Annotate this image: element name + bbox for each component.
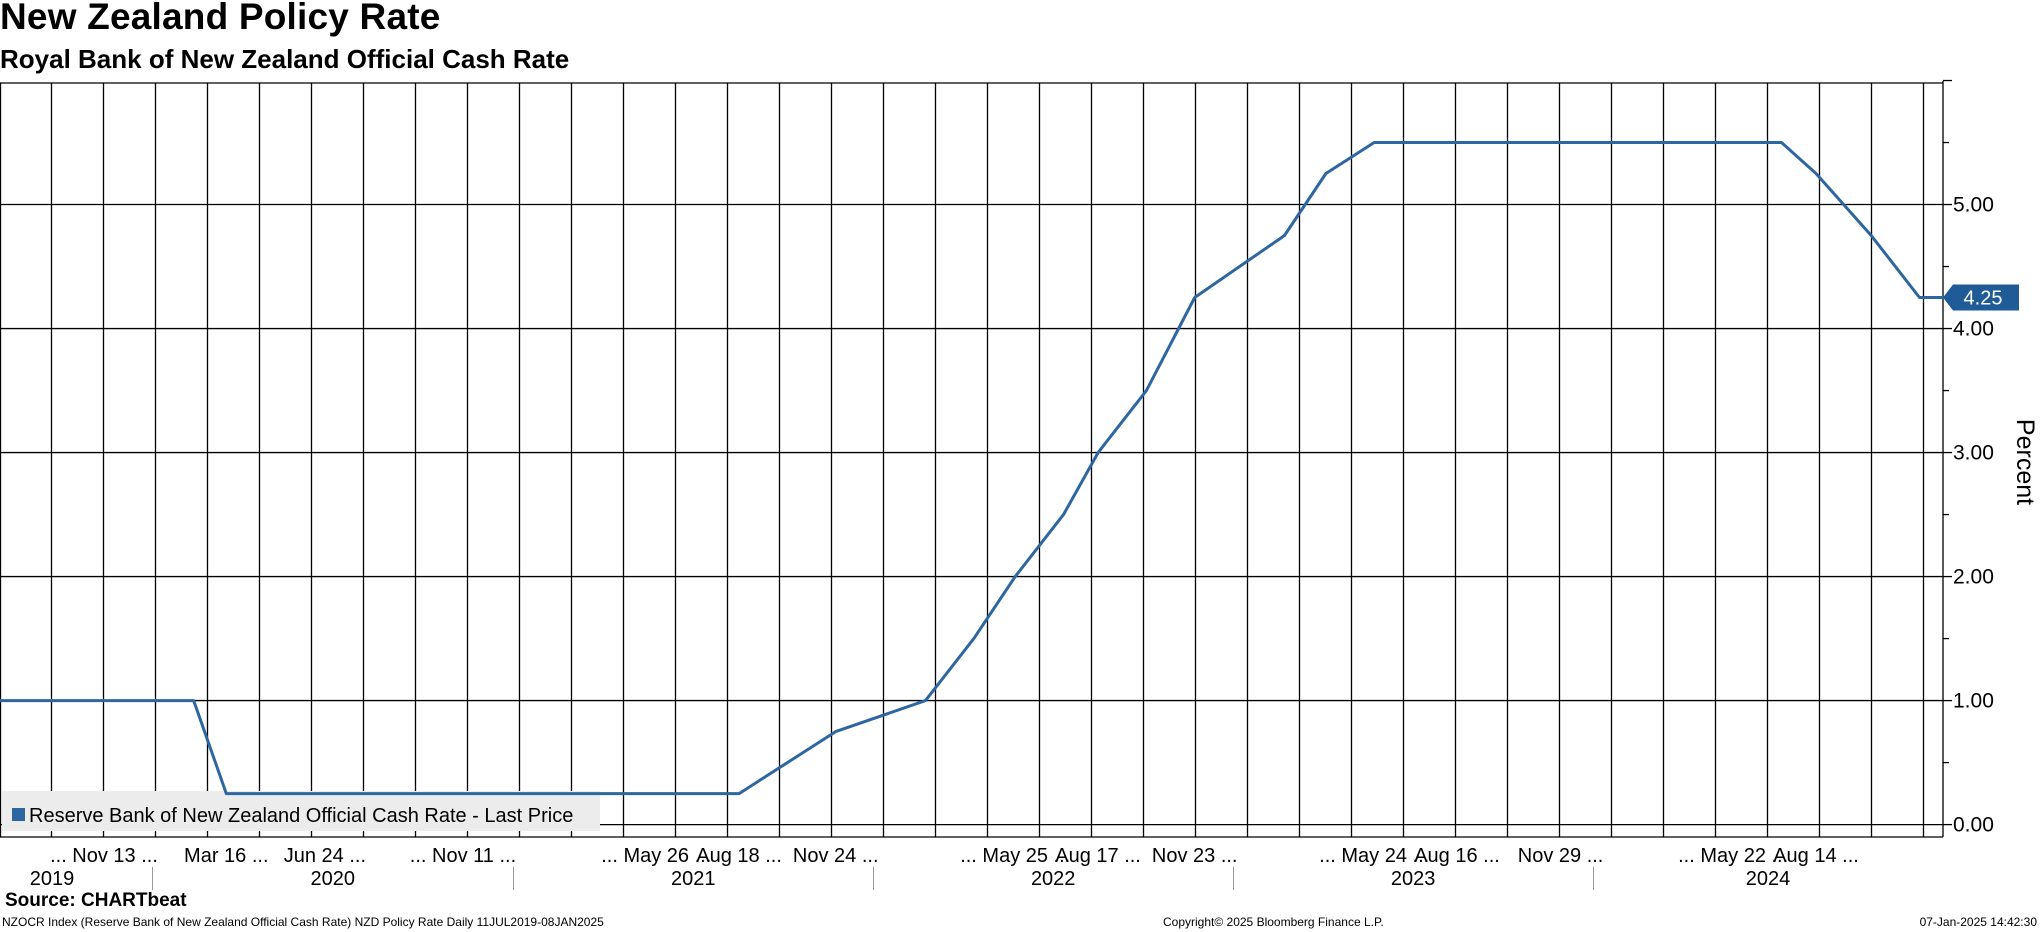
- x-tick-label: Jun 24 ...: [284, 845, 366, 867]
- x-tick-label: Aug 17 ...: [1055, 845, 1141, 867]
- x-tick-label: ... May 26 ...: [601, 845, 711, 867]
- x-tick-label: ... May 25 ...: [960, 845, 1070, 867]
- x-tick-label: Aug 18 ...: [696, 845, 782, 867]
- series-line: [0, 141, 1961, 796]
- year-label: 2020: [311, 868, 356, 890]
- x-tick-label: Nov 24 ...: [793, 845, 879, 867]
- year-label: 2022: [1031, 868, 1076, 890]
- x-axis-labels: ... Nov 13 ... Mar 16 ... Jun 24 ... ... No…: [50, 845, 1859, 867]
- y-axis-ticks: 0.00 1.00 2.00 3.00 4.00 5.00: [1943, 79, 1994, 837]
- year-labels: 2019 2020 2021 2022 2023 2024: [30, 867, 1791, 890]
- year-label: 2024: [1746, 868, 1791, 890]
- year-label: 2023: [1391, 868, 1436, 890]
- timestamp: 07-Jan-2025 14:42:30: [1919, 915, 2037, 929]
- x-tick-label: ... Nov 13 ...: [50, 845, 158, 867]
- x-tick-label: Aug 14 ...: [1773, 845, 1859, 867]
- last-value-text: 4.25: [1964, 288, 2003, 310]
- series-lines: [0, 141, 1961, 796]
- y-tick-label: 0.00: [1953, 814, 1994, 837]
- last-value-badge: 4.25: [1943, 284, 2019, 311]
- legend-swatch: [12, 808, 25, 821]
- chart-subtitle: Royal Bank of New Zealand Official Cash …: [0, 44, 570, 74]
- chart-title: New Zealand Policy Rate: [0, 0, 441, 37]
- y-tick-label: 1.00: [1953, 690, 1994, 713]
- source-note: Source: CHARTbeat: [5, 890, 187, 911]
- vertical-gridlines: [50, 83, 1925, 837]
- legend-background: [2, 791, 600, 831]
- x-tick-label: Aug 16 ...: [1414, 845, 1500, 867]
- legend-label: Reserve Bank of New Zealand Official Cas…: [29, 805, 573, 827]
- plot-area: [0, 83, 1943, 837]
- x-tick-label: ... May 22 ...: [1678, 845, 1788, 867]
- x-tick-label: Mar 16 ...: [184, 845, 268, 867]
- y-tick-label: 3.00: [1953, 442, 1994, 465]
- x-tick-label: ... Nov 11 ...: [410, 845, 516, 867]
- horizontal-gridlines: [0, 81, 1944, 838]
- y-tick-label: 4.00: [1953, 318, 1994, 341]
- series-description: NZOCR Index (Reserve Bank of New Zealand…: [2, 915, 604, 929]
- year-label: 2019: [30, 868, 75, 890]
- x-tick-label: Nov 29 ...: [1518, 845, 1604, 867]
- y-axis-title: Percent: [2011, 419, 2039, 505]
- legend: Reserve Bank of New Zealand Official Cas…: [2, 791, 600, 831]
- y-tick-label: 5.00: [1953, 194, 1994, 217]
- y-tick-label: 2.00: [1953, 566, 1994, 589]
- x-tick-label: ... May 24 ...: [1319, 845, 1429, 867]
- year-label: 2021: [671, 868, 716, 890]
- x-tick-label: Nov 23 ...: [1152, 845, 1238, 867]
- copyright: Copyright© 2025 Bloomberg Finance L.P.: [1163, 915, 1384, 929]
- last-value-badge-shape: [1943, 284, 2019, 311]
